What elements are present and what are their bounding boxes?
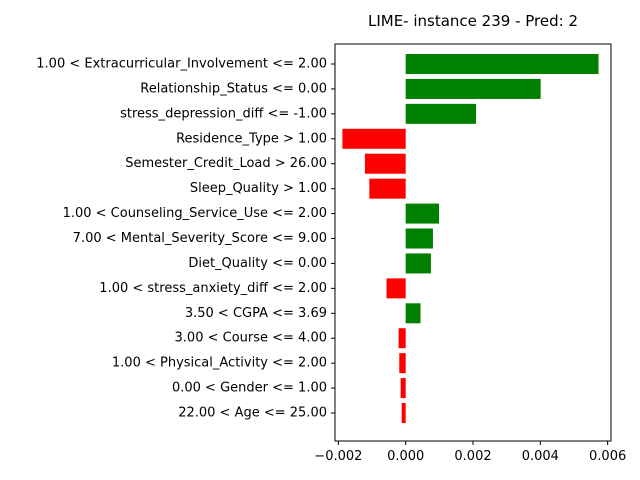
bar-12 [399, 353, 406, 374]
y-tick-label: 3.00 < Course <= 4.00 [175, 331, 327, 346]
bar-13 [400, 378, 406, 399]
bar-1 [405, 78, 541, 99]
y-tick-label: 1.00 < Counseling_Service_Use <= 2.00 [63, 206, 327, 221]
bar-4 [364, 153, 406, 174]
x-tick-label: 0.002 [454, 449, 491, 464]
x-tick-label: 0.006 [589, 449, 626, 464]
y-tick-label: Diet_Quality <= 0.00 [188, 256, 327, 271]
y-tick-label: 0.00 < Gender <= 1.00 [172, 381, 327, 396]
bars-group [342, 54, 599, 424]
y-tick-label: 7.00 < Mental_Severity_Score <= 9.00 [73, 231, 327, 246]
bar-9 [386, 278, 406, 299]
x-axis-ticks: −0.002 0.000 0.002 0.004 0.006 [314, 441, 626, 464]
bar-11 [398, 328, 406, 349]
bar-14 [401, 403, 406, 424]
bar-7 [405, 228, 433, 249]
bar-10 [405, 303, 421, 324]
bar-6 [405, 203, 440, 224]
y-tick-label: Relationship_Status <= 0.00 [140, 81, 327, 96]
y-tick-label: Residence_Type > 1.00 [176, 131, 327, 146]
bar-8 [405, 253, 431, 274]
y-tick-label: Semester_Credit_Load > 26.00 [125, 156, 327, 171]
y-tick-label: 1.00 < stress_anxiety_diff <= 2.00 [99, 281, 327, 296]
y-tick-label: 1.00 < Physical_Activity <= 2.00 [112, 356, 327, 371]
bar-0 [405, 54, 599, 74]
bar-3 [342, 128, 406, 149]
y-axis-ticks: 1.00 < Extracurricular_Involvement <= 2.… [36, 57, 335, 421]
y-tick-label: 1.00 < Extracurricular_Involvement <= 2.… [36, 57, 327, 72]
y-tick-label: stress_depression_diff <= -1.00 [120, 106, 327, 121]
chart-title: LIME- instance 239 - Pred: 2 [367, 12, 578, 30]
bar-5 [369, 178, 406, 199]
x-tick-label: 0.004 [522, 449, 559, 464]
y-tick-label: 22.00 < Age <= 25.00 [178, 406, 327, 421]
y-tick-label: Sleep_Quality > 1.00 [190, 181, 327, 196]
bar-2 [405, 103, 477, 124]
x-tick-label: −0.002 [314, 449, 362, 464]
x-tick-label: 0.000 [387, 449, 424, 464]
plot-frame [334, 43, 612, 442]
y-tick-label: 3.50 < CGPA <= 3.69 [185, 306, 327, 321]
